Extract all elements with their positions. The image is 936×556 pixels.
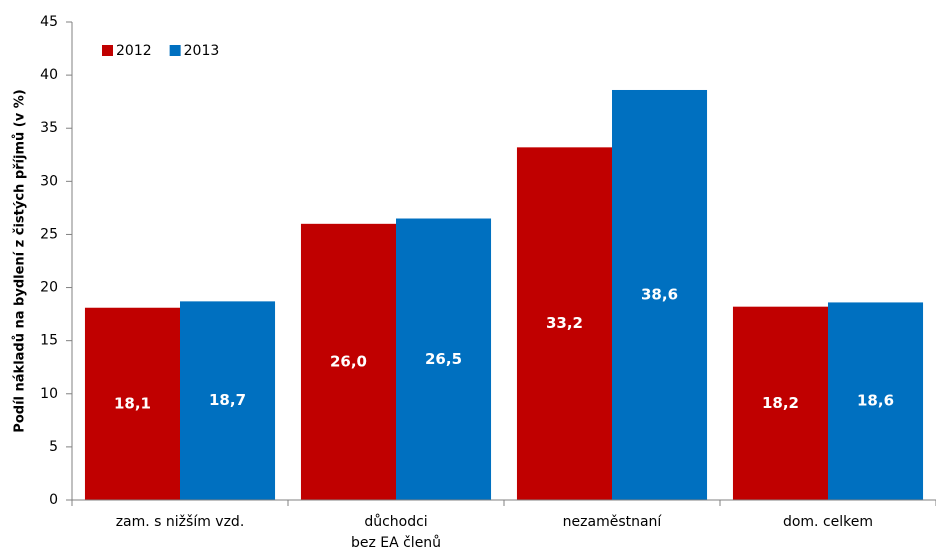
bar bbox=[300, 223, 396, 501]
y-tick-label: 25 bbox=[40, 226, 58, 242]
bar bbox=[396, 218, 492, 500]
y-tick-label: 35 bbox=[40, 120, 58, 136]
bar bbox=[84, 307, 180, 500]
bar bbox=[828, 302, 924, 500]
y-tick-label: 45 bbox=[40, 14, 58, 30]
bar bbox=[516, 147, 612, 500]
bar bbox=[732, 306, 828, 500]
value-label: 33,2 bbox=[546, 314, 583, 332]
legend-swatch bbox=[169, 45, 181, 56]
y-tick-label: 30 bbox=[40, 173, 58, 189]
value-label: 26,0 bbox=[330, 352, 367, 370]
bar bbox=[180, 301, 276, 500]
y-tick-label: 40 bbox=[40, 67, 58, 83]
value-label: 26,5 bbox=[425, 350, 462, 368]
x-tick-label: dom. celkem bbox=[783, 514, 873, 530]
y-tick-label: 5 bbox=[49, 439, 58, 455]
x-tick-label: důchodci bez EA členů bbox=[351, 514, 441, 551]
value-label: 38,6 bbox=[641, 285, 678, 303]
bar bbox=[612, 89, 708, 500]
y-axis-label: Podíl nákladů na bydlení z čistých příjm… bbox=[13, 89, 28, 432]
value-label: 18,1 bbox=[114, 394, 151, 412]
y-tick-label: 15 bbox=[40, 333, 58, 349]
x-tick-label: nezaměstnaní bbox=[563, 514, 663, 530]
value-label: 18,6 bbox=[857, 392, 894, 410]
value-label: 18,2 bbox=[762, 394, 799, 412]
x-tick-label: zam. s nižším vzd. bbox=[116, 514, 245, 530]
y-tick-label: 10 bbox=[40, 386, 58, 402]
y-tick-label: 20 bbox=[40, 280, 58, 296]
value-label: 18,7 bbox=[209, 391, 246, 409]
legend-swatch bbox=[102, 45, 113, 56]
y-tick-label: 0 bbox=[49, 492, 58, 508]
legend-label: 2012 bbox=[116, 43, 152, 59]
legend-label: 2013 bbox=[184, 43, 220, 59]
